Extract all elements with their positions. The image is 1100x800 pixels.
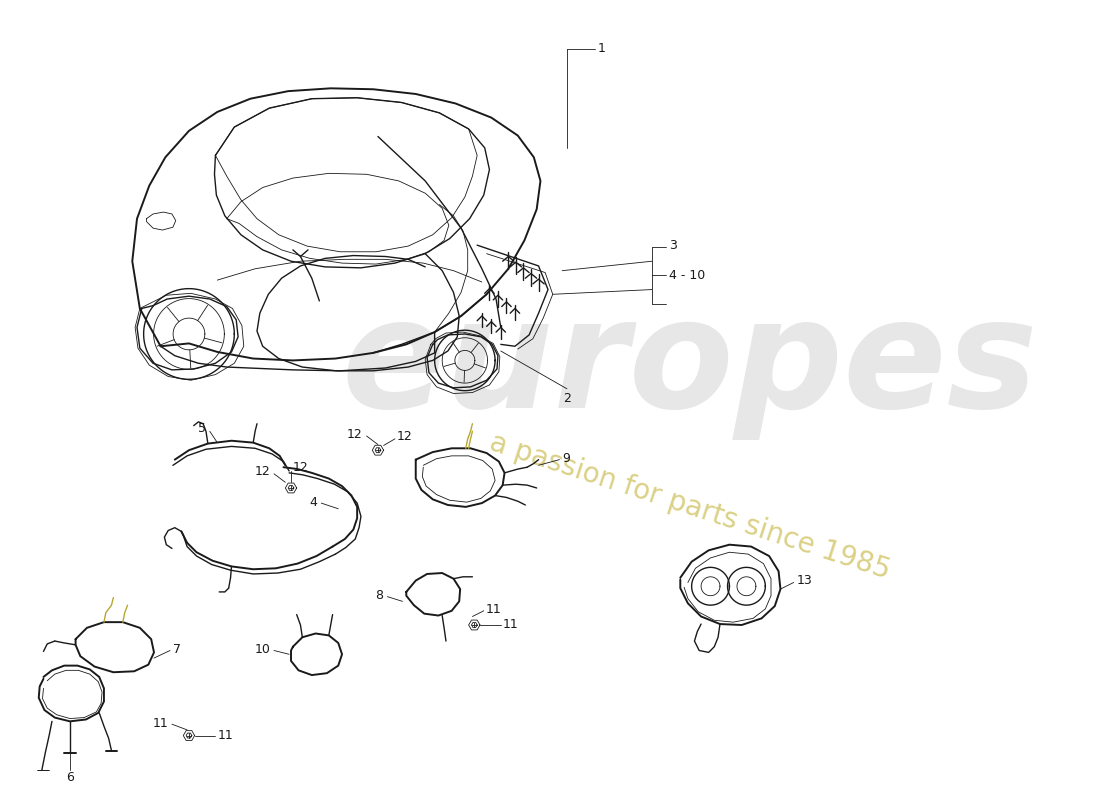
Text: 12: 12 xyxy=(348,428,363,441)
Text: a passion for parts since 1985: a passion for parts since 1985 xyxy=(486,429,893,585)
Text: 7: 7 xyxy=(173,643,180,656)
Text: 2: 2 xyxy=(563,392,571,405)
Text: 5: 5 xyxy=(198,422,206,435)
Text: 11: 11 xyxy=(218,729,233,742)
Text: 10: 10 xyxy=(254,643,271,656)
Text: 8: 8 xyxy=(375,589,384,602)
Text: 12: 12 xyxy=(254,466,271,478)
Text: 13: 13 xyxy=(796,574,812,587)
Text: europes: europes xyxy=(341,290,1038,440)
Text: 1: 1 xyxy=(598,42,606,55)
Text: 9: 9 xyxy=(562,452,570,465)
Text: 6: 6 xyxy=(66,771,74,785)
Text: 12: 12 xyxy=(397,430,412,443)
Text: 11: 11 xyxy=(486,603,502,616)
Text: 12: 12 xyxy=(293,461,309,474)
Text: 4: 4 xyxy=(309,496,318,509)
Text: 11: 11 xyxy=(153,717,168,730)
Text: 3: 3 xyxy=(669,238,676,252)
Text: 4 - 10: 4 - 10 xyxy=(669,269,705,282)
Text: 11: 11 xyxy=(503,618,518,631)
